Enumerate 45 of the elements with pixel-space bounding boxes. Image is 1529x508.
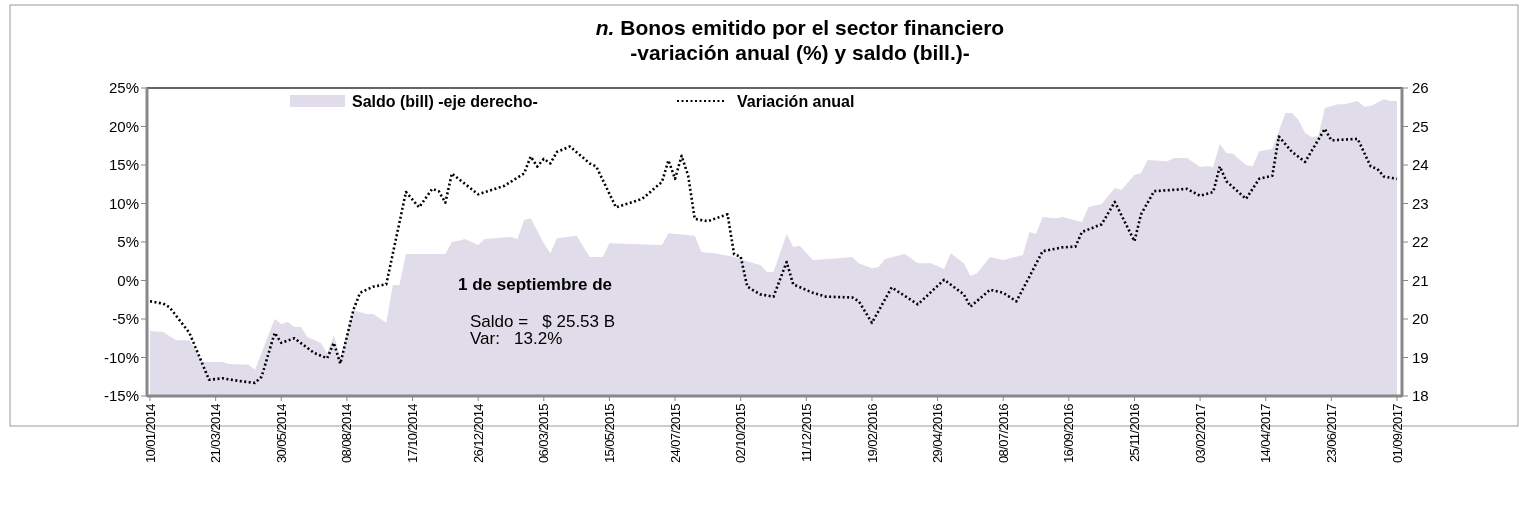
y-tick-label: 20%	[108, 117, 139, 135]
x-tick-label: 14/04/2017	[1258, 403, 1274, 464]
y2-tick-label: 21	[1412, 271, 1429, 289]
x-tick-label: 16/09/2016	[1061, 403, 1077, 464]
x-tick-label: 02/10/2015	[733, 403, 749, 464]
y2-tick-label: 25	[1412, 117, 1429, 135]
x-tick-label: 23/06/2017	[1323, 403, 1339, 464]
x-tick-label: 25/11/2016	[1127, 403, 1143, 463]
x-tick-label: 06/03/2015	[536, 403, 552, 464]
x-tick-label: 01/09/2017	[1389, 403, 1405, 464]
y-tick-label: -5%	[112, 310, 139, 328]
y-tick-label: 15%	[108, 156, 139, 174]
annotation: Var: 13.2%	[470, 329, 563, 348]
y2-tick-label: 26	[1412, 79, 1429, 97]
chart-subtitle: -variación anual (%) y saldo (bill.)-	[630, 41, 970, 64]
x-tick-label: 08/08/2014	[339, 403, 355, 464]
y-tick-label: 5%	[117, 233, 139, 251]
x-tick-label: 11/12/2015	[798, 403, 814, 463]
y2-tick-label: 24	[1412, 156, 1429, 174]
x-tick-label: 03/02/2017	[1192, 403, 1208, 464]
y2-tick-label: 23	[1412, 194, 1429, 212]
x-tick-label: 29/04/2016	[930, 403, 946, 464]
annotation: 1 de septiembre de	[458, 275, 613, 294]
x-tick-label: 21/03/2014	[208, 403, 224, 464]
y2-tick-label: 20	[1412, 310, 1429, 328]
x-tick-label: 10/01/2014	[142, 403, 158, 464]
y2-tick-label: 22	[1412, 233, 1429, 251]
y-tick-label: -15%	[103, 387, 139, 405]
legend-label: Variación anual	[737, 92, 855, 110]
x-tick-label: 15/05/2015	[601, 403, 617, 464]
chart-title: n. Bonos emitido por el sector financiero	[595, 16, 1005, 39]
x-tick-label: 30/05/2014	[273, 403, 289, 464]
y-tick-label: 0%	[117, 271, 139, 289]
x-tick-label: 19/02/2016	[864, 403, 880, 464]
annotation: Saldo = $ 25.53 B	[470, 312, 616, 331]
x-tick-label: 26/12/2014	[470, 403, 486, 464]
x-tick-label: 08/07/2016	[995, 403, 1011, 464]
y2-tick-label: 19	[1412, 348, 1429, 366]
y-tick-label: 10%	[108, 194, 139, 212]
x-tick-label: 24/07/2015	[667, 403, 683, 464]
y-tick-label: 25%	[108, 79, 139, 97]
y2-tick-label: 18	[1412, 387, 1429, 405]
legend-label: Saldo (bill) -eje derecho-	[352, 92, 538, 110]
y-tick-label: -10%	[103, 348, 139, 366]
x-tick-label: 17/10/2014	[405, 403, 421, 464]
